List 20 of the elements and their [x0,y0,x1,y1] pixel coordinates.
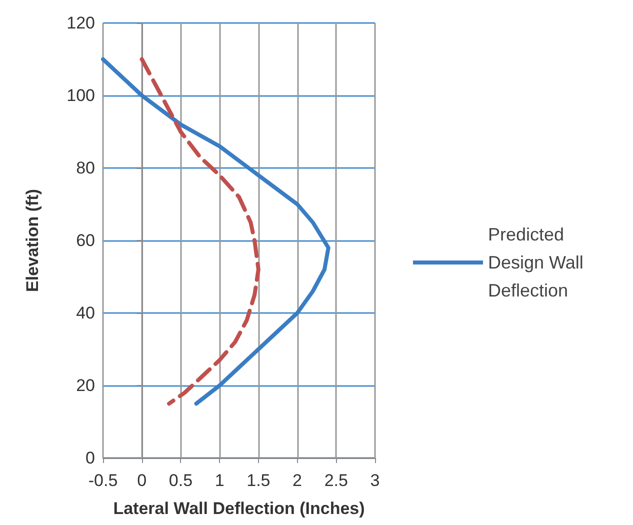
x-tick-label: 0 [137,471,147,490]
x-axis-title: Lateral Wall Deflection (Inches) [113,499,365,518]
x-tick-label: 0.5 [168,471,193,490]
y-tick-label: 20 [76,376,95,395]
y-tick-label: 40 [76,304,95,322]
y-tick-label: 120 [66,14,95,32]
line-series [140,57,260,406]
y-tick-label: 0 [86,448,95,468]
x-tick-label: 3 [370,471,380,490]
x-tick-label: 2 [292,471,302,490]
legend-label: Predicted Design Wall Deflection [488,224,588,300]
x-tick-label: 1.5 [246,471,270,490]
line-series [101,57,330,406]
y-tick-label: 100 [66,86,95,105]
x-tick-label: 1 [214,471,224,490]
x-tick-label: -0.5 [88,471,118,490]
y-tick-label: 60 [76,231,95,250]
y-axis-title: Elevation (ft) [23,189,42,292]
x-tick-label: 2.5 [324,471,348,490]
y-tick-label: 80 [76,158,95,178]
